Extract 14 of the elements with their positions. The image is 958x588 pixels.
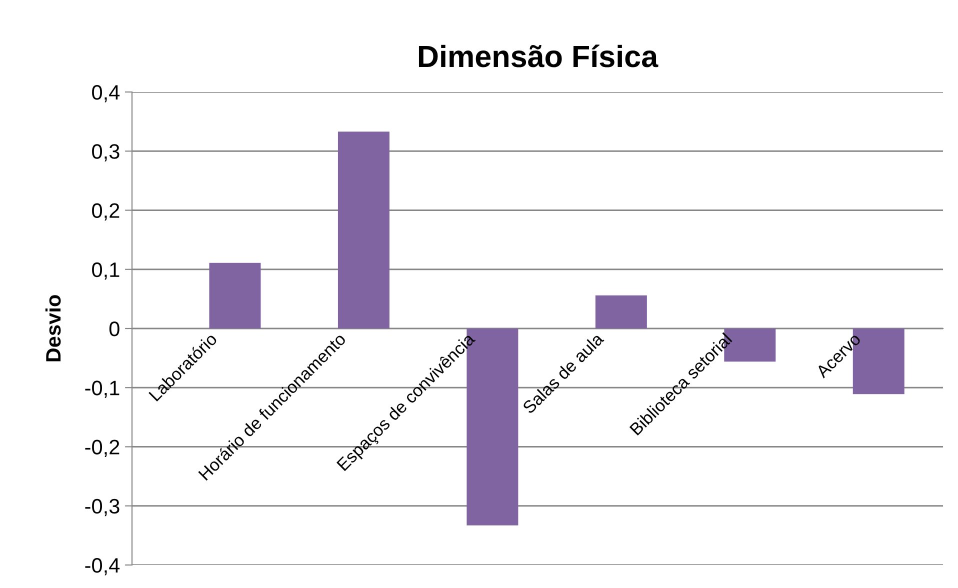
y-tick-label: 0,3: [92, 144, 120, 162]
y-tick-label: -0,2: [85, 440, 120, 457]
bar: [209, 262, 261, 328]
bar: [595, 295, 647, 328]
chart-title: Dimensão Física: [418, 44, 658, 68]
y-axis-title: Desvio: [45, 295, 61, 362]
y-tick-label: 0,4: [92, 85, 120, 102]
y-tick-label: 0,2: [92, 203, 120, 220]
y-tick-label: 0: [109, 322, 120, 336]
bar: [338, 132, 390, 328]
y-tick-label: -0,4: [85, 558, 120, 576]
y-tick-label: 0,1: [92, 262, 120, 280]
y-tick-label: -0,1: [85, 380, 120, 398]
y-tick-label: -0,3: [85, 498, 120, 516]
